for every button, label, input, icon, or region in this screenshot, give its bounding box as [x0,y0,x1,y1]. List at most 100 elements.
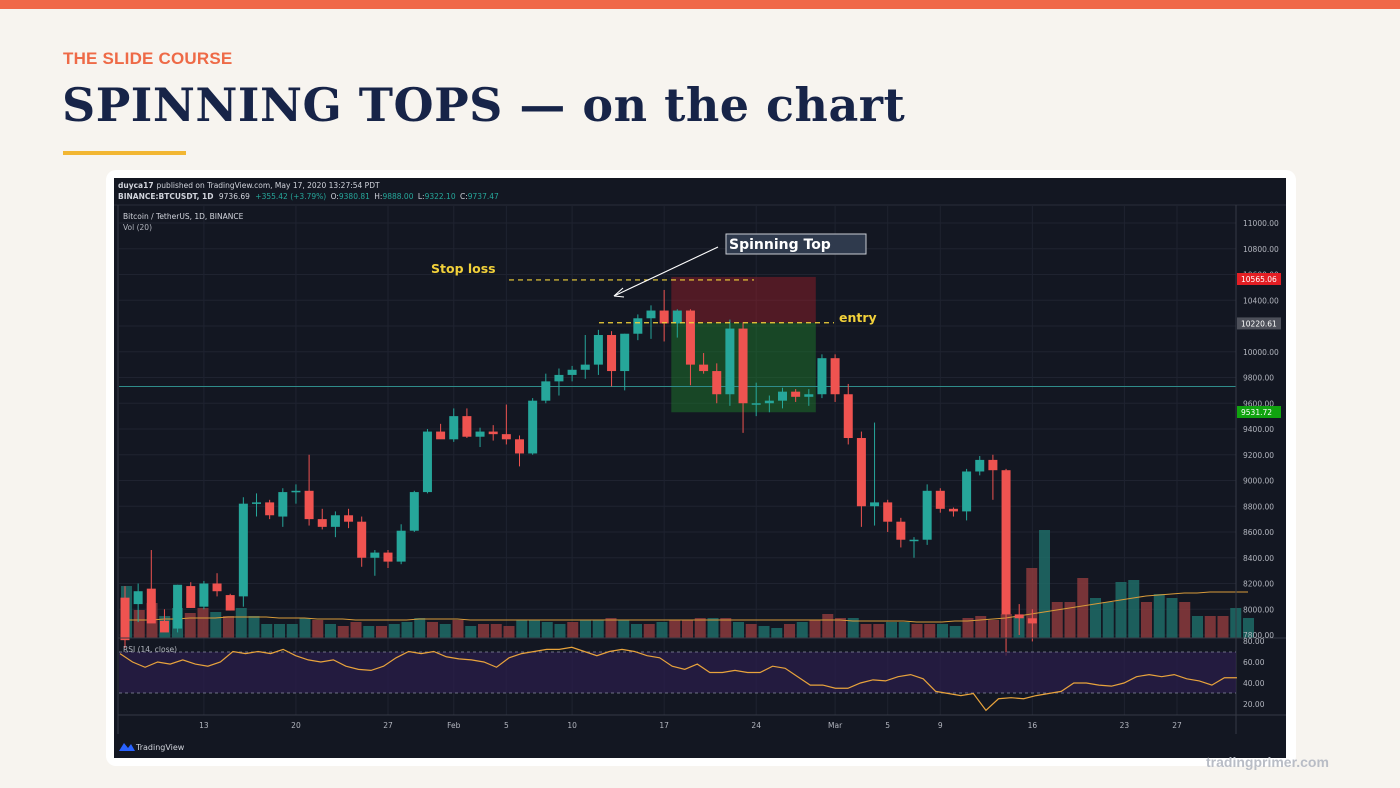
volume-bar [529,620,540,638]
candle-body [738,328,748,404]
candle-body [1001,470,1011,615]
time-tick-label: 9 [938,721,943,730]
candle-body [344,515,354,522]
price-tag [1237,317,1281,330]
price-tag [1237,406,1281,419]
volume-bar [299,618,311,638]
volume-bar [860,624,872,638]
price-tags: 10565.06 10220.61 9531.72 [1237,273,1281,419]
volume-bar [886,622,897,638]
candle-body [265,502,275,516]
spinning-top-callout-box [725,233,867,255]
time-tick-label: 20 [291,721,301,730]
volume-bar [414,618,426,638]
candle-body [593,335,603,365]
price-axis: 11000.0010800.0010600.0010400.0010200.00… [1243,219,1279,640]
volume-bar [223,616,234,638]
volume-bar [631,624,642,638]
candle-body [672,310,682,324]
candle-body [330,515,340,527]
stop-loss-label: Stop loss [431,261,496,276]
volume-bar [503,626,515,638]
tradingview-chart[interactable]: duyca17 published on TradingView.com, May… [114,178,1286,758]
rsi-tick-label: 60.00 [1243,658,1265,667]
price-tag-label: 10220.61 [1241,319,1277,328]
candle-body [528,400,538,454]
volume-bar [784,624,795,638]
volume-bar [465,626,477,638]
candle-body [975,459,985,472]
volume-bar [898,622,910,638]
candle-body [252,502,261,504]
candle-body [462,416,472,437]
candle-body [396,530,406,562]
candle-body [120,597,130,641]
price-tick-label: 9200.00 [1243,451,1274,460]
callout-arrow-head [613,287,625,298]
volume-ma-line [126,591,1248,623]
volume-bar [1090,598,1101,638]
candle-body [159,620,169,633]
candle-body [278,492,288,517]
volume-bar [796,622,808,638]
volume-bar [1102,602,1114,638]
volume-bar [758,626,770,638]
volume-bar [1192,616,1203,638]
candle-body [791,391,801,397]
volume-bar [1039,530,1050,638]
price-tag [1237,273,1281,286]
time-tick-label: 27 [1172,721,1182,730]
price-tick-label: 8600.00 [1243,528,1274,537]
candle-body [909,539,919,542]
time-tick-label: 5 [504,721,509,730]
tradingview-logo: TradingView [119,743,185,752]
candle-body [817,358,827,395]
volume-bar [452,620,464,638]
candle-body [607,335,617,372]
stop-loss-zone [671,276,816,323]
volume-bar [937,624,948,638]
volume-bar [847,618,859,638]
candle-body [948,508,958,512]
price-tick-label: 8800.00 [1243,502,1274,511]
volume-bar [733,622,744,638]
volume-bar [274,624,285,638]
time-tick-label: 24 [751,721,761,730]
candle-body [778,391,787,401]
entry-label: entry [839,310,877,325]
price-tick-label: 7800.00 [1243,631,1274,640]
volume-bar [363,626,375,638]
volume-bar [248,616,260,638]
volume-bar [350,622,362,638]
candle-body [370,552,380,558]
candle-body [646,310,656,319]
time-tick-label: 27 [383,721,393,730]
candle-body [620,333,630,372]
volume-label: Vol (20) [123,223,152,232]
volume-bar [184,613,196,638]
volume-bar [337,626,349,638]
volume-bar [401,622,413,638]
candle-body [764,400,774,404]
candle-body [291,490,301,493]
volume-bar [554,624,566,638]
rsi-axis: 80.00 60.00 40.00 20.00 [1243,637,1265,709]
candle-body [422,431,432,493]
volume-bar [567,622,579,638]
volume-bar [988,620,999,638]
volume-bar [1128,580,1140,638]
volume-bar [133,610,145,638]
price-tick-label: 9400.00 [1243,425,1274,434]
spinning-top-callout: Spinning Top [729,237,831,253]
candle-body [173,584,183,629]
rsi-line [119,646,1237,712]
candle-body [304,490,314,520]
volume-bar [490,624,502,638]
price-tag-label: 10565.06 [1241,275,1277,284]
volume-bar [962,618,974,638]
time-tick-label: 5 [885,721,890,730]
candle-body [501,434,511,440]
price-tick-label: 10000.00 [1243,348,1279,357]
candle-body [409,492,419,531]
slide-title: SPINNING TOPS — on the chart [62,78,906,132]
